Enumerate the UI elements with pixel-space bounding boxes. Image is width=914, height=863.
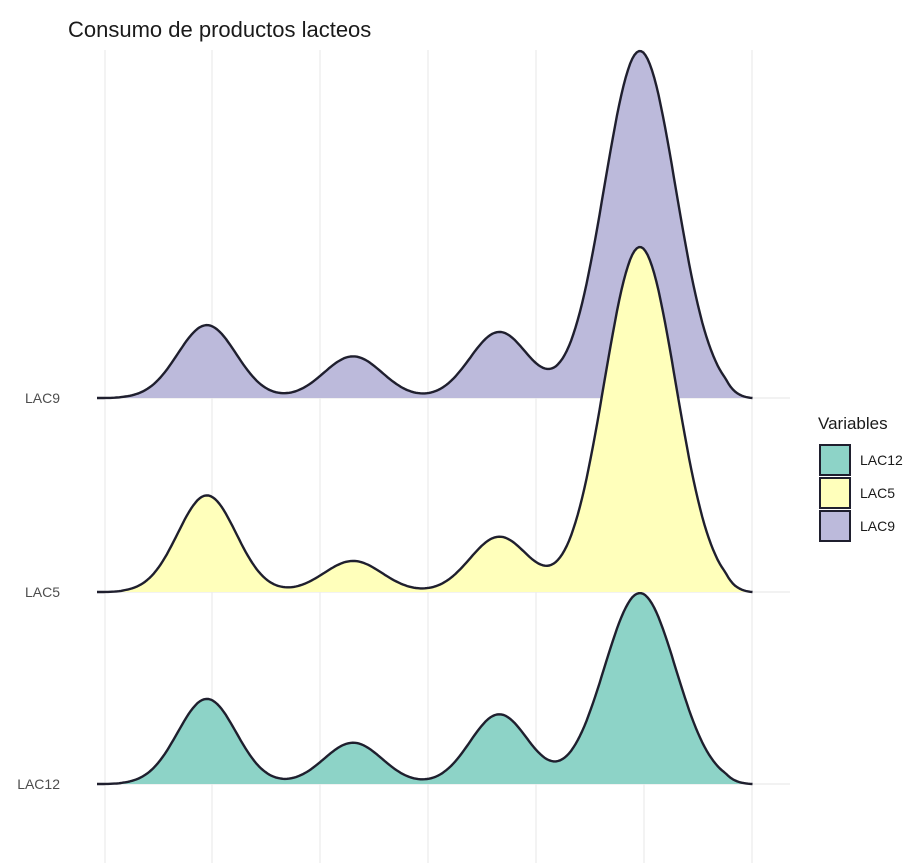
ridge-area-lac9 [97, 51, 753, 398]
legend-swatch-lac5 [819, 477, 851, 509]
ridge-line-lac12 [97, 592, 753, 786]
ridge-area-lac5 [97, 247, 753, 592]
chart-title: Consumo de productos lacteos [68, 17, 371, 42]
y-tick-label: LAC5 [25, 584, 60, 600]
density-ridges [97, 49, 753, 786]
legend: Variables LAC12 LAC5 LAC9 [818, 414, 903, 542]
legend-title: Variables [818, 414, 888, 433]
legend-swatch-lac12 [819, 444, 851, 476]
y-tick-label: LAC9 [25, 390, 60, 406]
ridge-area-lac12 [97, 593, 753, 784]
ridge-line-lac9 [97, 49, 753, 400]
legend-label-lac5: LAC5 [860, 485, 895, 501]
legend-label-lac12: LAC12 [860, 452, 903, 468]
y-tick-labels: LAC9 LAC5 LAC12 [17, 390, 60, 792]
legend-label-lac9: LAC9 [860, 518, 895, 534]
legend-swatch-lac9 [819, 510, 851, 542]
ridge-line-lac5 [97, 245, 753, 594]
y-tick-label: LAC12 [17, 776, 60, 792]
